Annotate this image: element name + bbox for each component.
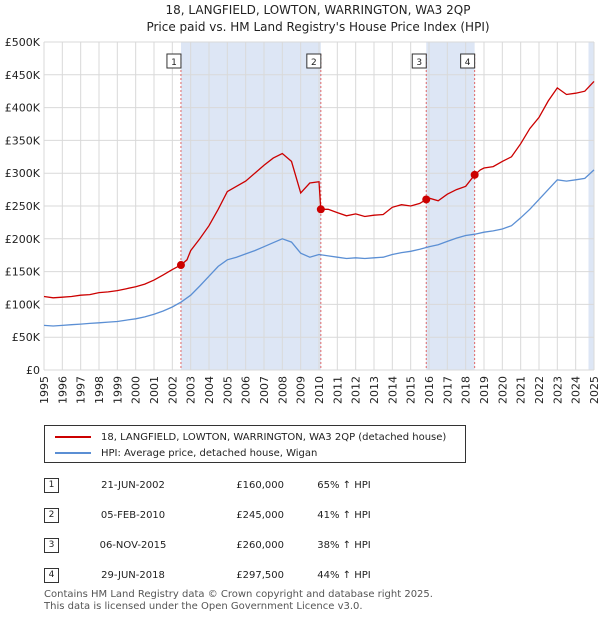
legend-swatch-property [55, 436, 91, 438]
y-tick-label: £350K [5, 134, 41, 147]
x-tick-label: 2020 [496, 376, 509, 404]
table-row: 2 05-FEB-2010 £245,000 41% ↑ HPI [44, 500, 404, 530]
sale-marker-label: 2 [311, 58, 317, 68]
table-row: 3 06-NOV-2015 £260,000 38% ↑ HPI [44, 530, 404, 560]
x-tick-label: 2024 [570, 376, 583, 404]
price-chart: 18, LANGFIELD, LOWTON, WARRINGTON, WA3 2… [5, 3, 600, 404]
x-tick-label: 1997 [75, 376, 88, 404]
x-tick-label: 2000 [130, 376, 143, 404]
sale-marker-box [166, 53, 182, 69]
sale-marker-label: 3 [416, 58, 422, 68]
legend-swatch-hpi [55, 452, 91, 454]
x-tick-label: 2012 [350, 376, 363, 404]
legend: 18, LANGFIELD, LOWTON, WARRINGTON, WA3 2… [44, 425, 466, 463]
x-tick-label: 2017 [441, 376, 454, 404]
x-tick-label: 2022 [533, 376, 546, 404]
y-tick-label: £0 [26, 364, 40, 377]
hpi-series-line [43, 169, 595, 327]
sale-date: 06-NOV-2015 [99, 539, 167, 551]
x-tick-label: 2016 [423, 376, 436, 404]
sale-price: £245,000 [236, 509, 284, 521]
x-tick-label: 2018 [460, 376, 473, 404]
x-tick-label: 2005 [221, 376, 234, 404]
sales-table: 1 21-JUN-2002 £160,000 65% ↑ HPI 2 05-FE… [44, 470, 404, 590]
x-tick-label: 2008 [276, 376, 289, 404]
x-tick-label: 2003 [185, 376, 198, 404]
sale-number-badge: 1 [44, 477, 59, 493]
sale-hpi-change: 65% ↑ HPI [317, 479, 371, 491]
y-tick-label: £450K [5, 69, 41, 82]
sale-point [422, 195, 431, 204]
sale-number-badge: 2 [44, 507, 59, 523]
x-tick-label: 2001 [148, 376, 161, 404]
footer-licence: This data is licensed under the Open Gov… [44, 601, 363, 612]
y-tick-label: £50K [12, 331, 41, 344]
y-tick-label: £150K [5, 266, 41, 279]
legend-label-property: 18, LANGFIELD, LOWTON, WARRINGTON, WA3 2… [101, 431, 447, 443]
sale-marker-label: 1 [171, 58, 177, 68]
sale-point [316, 205, 325, 214]
x-tick-label: 2014 [386, 376, 399, 404]
x-tick-label: 2006 [240, 376, 253, 404]
sale-price: £297,500 [236, 569, 284, 581]
y-tick-label: £200K [5, 233, 41, 246]
plot-area: 1 2 3 4 £0 £50K £100K £150K £200K £250K £300K £350K… [5, 36, 600, 404]
x-tick-label: 2011 [331, 376, 344, 404]
x-tick-label: 2025 [588, 376, 600, 404]
sale-marker-label: 4 [465, 58, 471, 68]
legend-item-property: 18, LANGFIELD, LOWTON, WARRINGTON, WA3 2… [55, 430, 446, 444]
table-row: 4 29-JUN-2018 £297,500 44% ↑ HPI [44, 560, 404, 590]
x-tick-label: 2015 [405, 376, 418, 404]
sale-point [470, 170, 479, 179]
sale-date: 21-JUN-2002 [101, 479, 165, 491]
table-row: 1 21-JUN-2002 £160,000 65% ↑ HPI [44, 470, 404, 500]
footer-copyright: Contains HM Land Registry data © Crown c… [44, 589, 433, 600]
x-tick-label: 2007 [258, 376, 271, 404]
x-tick-label: 1999 [111, 376, 124, 404]
x-tick-label: 2013 [368, 376, 381, 404]
y-tick-label: £250K [5, 200, 41, 213]
x-tick-label: 2021 [515, 376, 528, 404]
sale-number-badge: 4 [44, 567, 59, 583]
sale-hpi-change: 38% ↑ HPI [317, 539, 371, 551]
sale-price: £260,000 [236, 539, 284, 551]
x-tick-label: 2019 [478, 376, 491, 404]
x-tick-label: 2009 [295, 376, 308, 404]
x-tick-label: 2023 [551, 376, 564, 404]
sale-marker-box [460, 53, 476, 69]
x-tick-label: 2004 [203, 376, 216, 404]
y-tick-label: £100K [5, 298, 41, 311]
sale-point [176, 261, 185, 270]
y-tick-label: £400K [5, 102, 41, 115]
x-tick-label: 1995 [38, 376, 51, 404]
chart-subtitle: Price paid vs. HM Land Registry's House … [146, 20, 489, 34]
legend-label-hpi: HPI: Average price, detached house, Wiga… [101, 447, 318, 459]
legend-item-hpi: HPI: Average price, detached house, Wiga… [55, 446, 317, 460]
sale-price: £160,000 [236, 479, 284, 491]
sale-marker-box [411, 53, 427, 69]
sale-date: 05-FEB-2010 [100, 509, 166, 521]
sale-hpi-change: 44% ↑ HPI [317, 569, 371, 581]
y-tick-label: £300K [5, 167, 41, 180]
chart-title: 18, LANGFIELD, LOWTON, WARRINGTON, WA3 2… [166, 3, 471, 17]
footer: Contains HM Land Registry data © Crown c… [44, 589, 433, 613]
y-tick-label: £500K [5, 36, 41, 49]
sale-marker-box [306, 53, 322, 69]
x-tick-label: 1996 [56, 376, 69, 404]
x-tick-label: 1998 [93, 376, 106, 404]
x-tick-label: 2010 [313, 376, 326, 404]
x-tick-label: 2002 [166, 376, 179, 404]
sale-number-badge: 3 [44, 537, 59, 553]
sale-hpi-change: 41% ↑ HPI [317, 509, 371, 521]
sale-date: 29-JUN-2018 [101, 569, 165, 581]
